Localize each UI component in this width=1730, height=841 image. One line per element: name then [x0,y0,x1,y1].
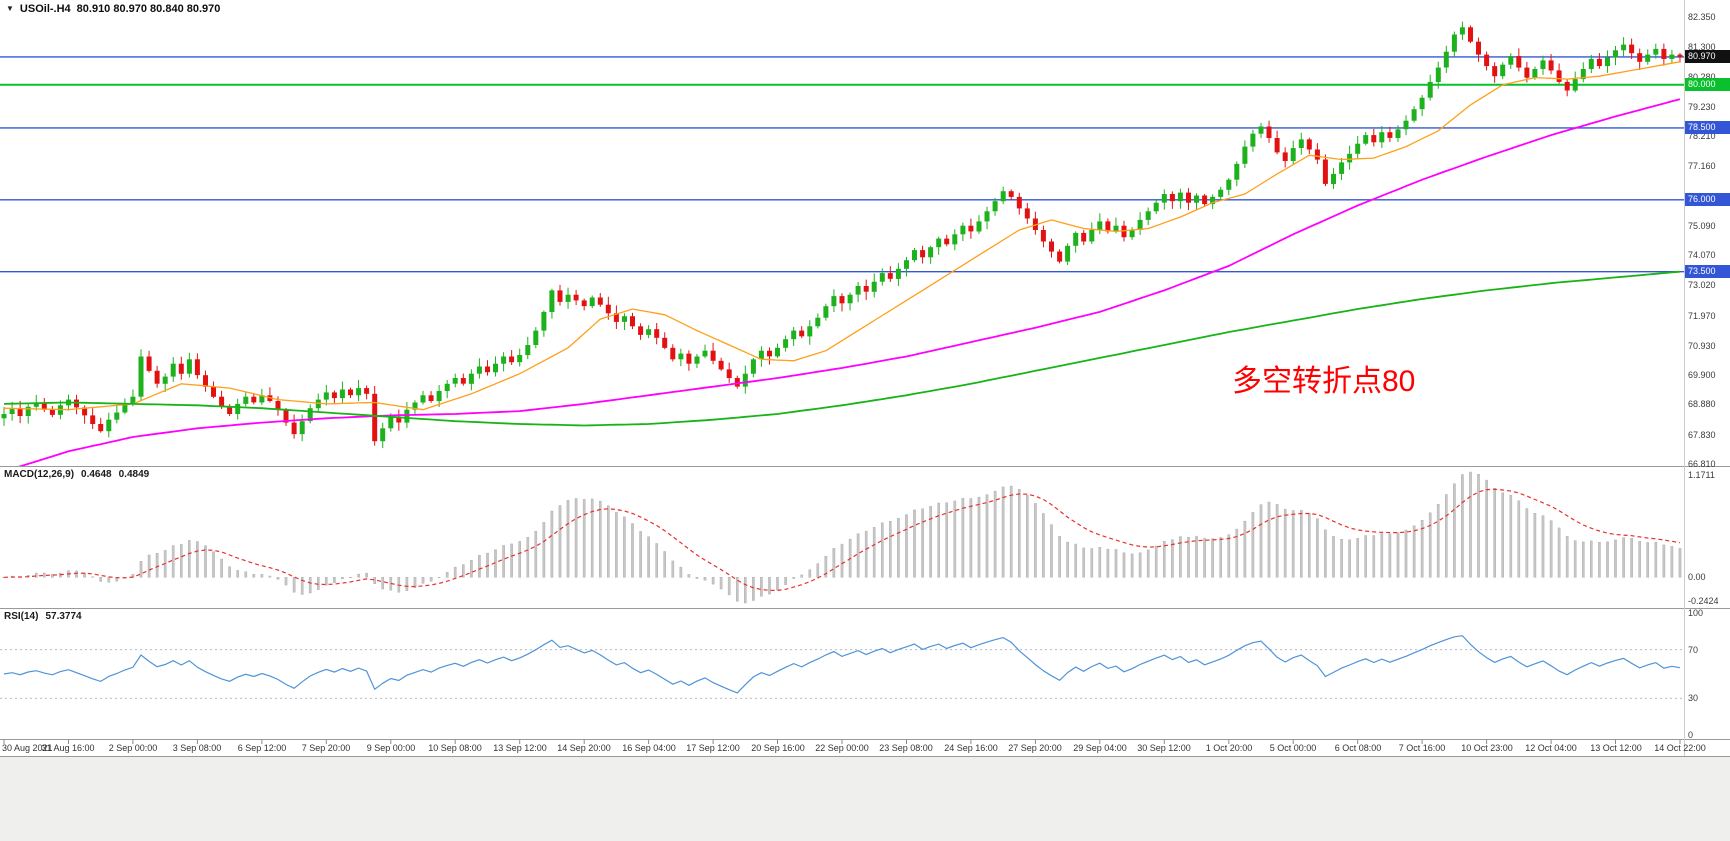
chart-annotation: 多空转折点80 [1232,365,1416,398]
macd-label: MACD(12,26,9) 0.4648 0.4849 [4,469,149,480]
ma-slow-green [3,270,1681,427]
macd-name: MACD(12,26,9) [4,469,75,480]
macd-histogram [2,471,1682,604]
symbol-dropdown-icon[interactable]: ▼ [6,4,14,13]
main-price-panel [0,21,1684,466]
rsi-value: 57.3774 [45,611,82,622]
ohlc-quote: 80.910 80.970 80.840 80.970 [76,3,221,15]
rsi-name: RSI(14) [4,611,39,622]
rsi-line [3,635,1681,694]
horizontal-lines [0,56,1684,273]
ma-fast-orange [3,61,1681,411]
symbol-title: USOil-.H4 [19,3,71,15]
macd-signal-line [3,488,1681,592]
candles [1,21,1683,449]
ma-mid-magenta [18,98,1681,466]
macd-value-signal: 0.4849 [118,469,150,480]
chart-header: ▼ USOil-.H4 80.910 80.970 80.840 80.970 [6,3,220,15]
rsi-label: RSI(14) 57.3774 [4,611,82,622]
window-footer [0,757,1730,841]
macd-value-main: 0.4648 [81,469,112,480]
